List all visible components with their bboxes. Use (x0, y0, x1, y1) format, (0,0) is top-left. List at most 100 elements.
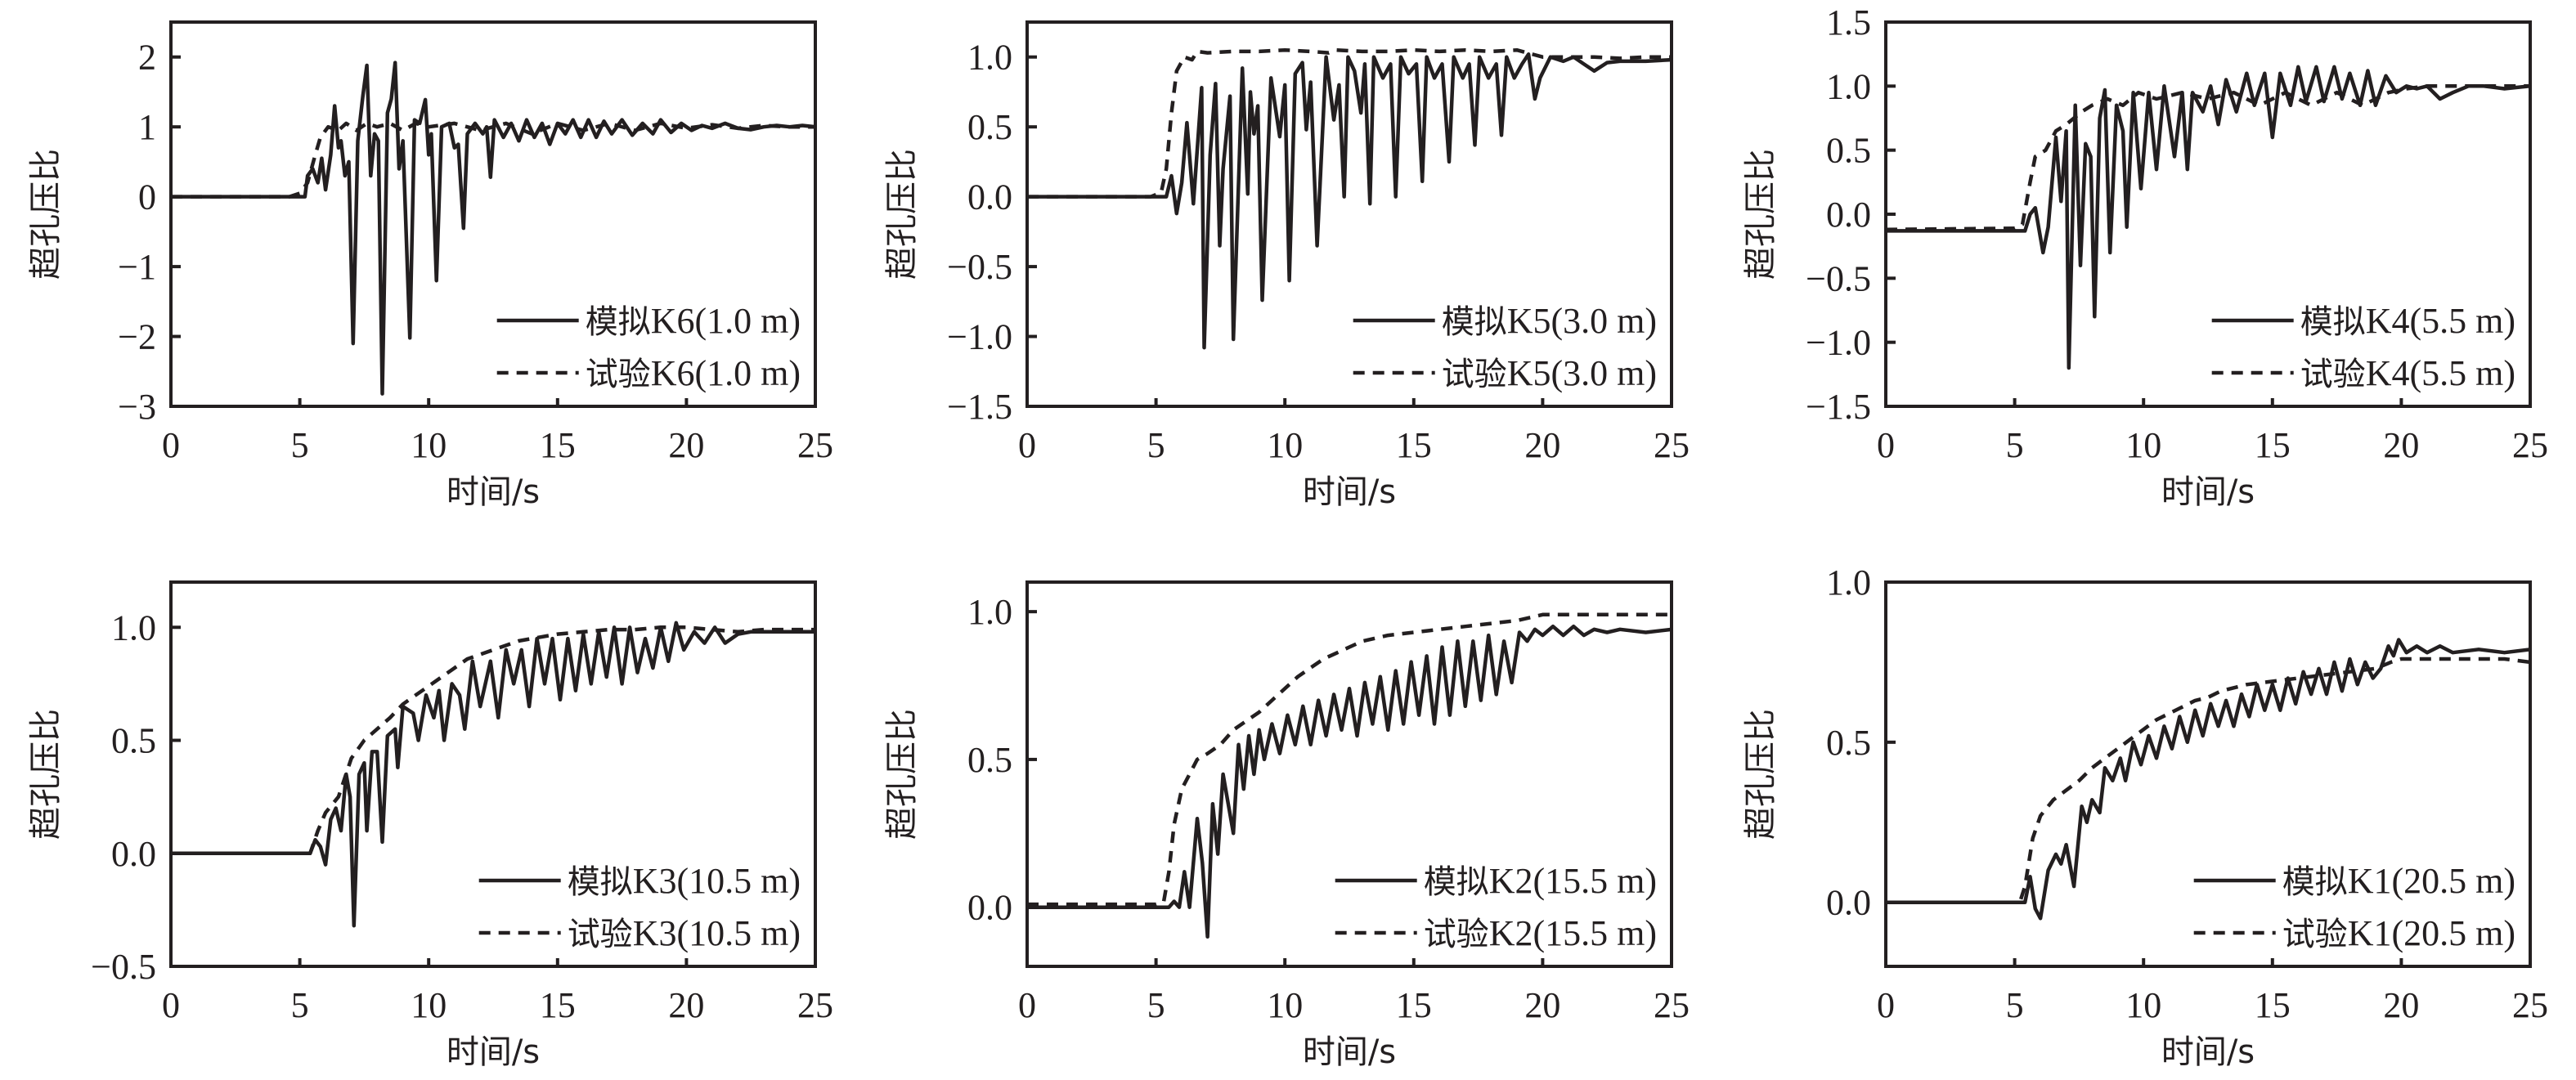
x-tick-label: 10 (2125, 985, 2161, 1025)
x-axis-title: 时间/s (447, 1033, 540, 1071)
x-tick-label: 10 (411, 425, 447, 465)
x-tick-label: 0 (1018, 985, 1036, 1025)
legend-label-suffix: K6(1.0 m) (651, 353, 801, 393)
simulation-series-line (1027, 624, 1672, 939)
axes-frame (1025, 580, 1673, 968)
legend-label-suffix: K1(20.5 m) (2348, 913, 2515, 953)
y-tick-label: −3 (118, 387, 156, 427)
y-tick-label: 0.5 (1826, 131, 1871, 171)
legend-label-prefix: 模拟 (1442, 303, 1507, 341)
subplot-2: 0 5 10 15 20 25 −1.5 −1.0 −0.5 0.0 0.5 1.0 时间/s 超孔压比模… (883, 20, 1690, 511)
legend-label-suffix: K3(10.5 m) (633, 861, 801, 901)
simulation-series-line (171, 621, 815, 928)
legend-label-suffix: K5(3.0 m) (1507, 301, 1657, 341)
legend-label-suffix: K6(1.0 m) (651, 301, 801, 341)
y-tick-label: 0.5 (967, 740, 1012, 780)
legend-label-prefix: 模拟 (1424, 863, 1489, 901)
y-tick-label: −1 (118, 247, 156, 287)
x-tick-label: 10 (411, 985, 447, 1025)
legend-label-suffix: K1(20.5 m) (2348, 861, 2515, 901)
y-axis-title: 超孔压比 (1742, 149, 1779, 280)
x-axis-title: 时间/s (2161, 1033, 2255, 1071)
y-tick-label: −0.5 (91, 947, 156, 987)
x-axis-title: 时间/s (1303, 473, 1396, 511)
x-tick-label: 5 (291, 425, 309, 465)
legend-label: 模拟K4(5.5 m) (2300, 301, 2515, 341)
x-tick-label: 15 (2255, 425, 2291, 465)
axes-frame (1884, 20, 2532, 408)
legend-label-prefix: 模拟 (2282, 863, 2348, 901)
simulation-series-line (1027, 52, 1672, 350)
x-tick-label: 15 (1396, 985, 1432, 1025)
axes-frame (169, 580, 817, 968)
x-axis-title: 时间/s (2161, 473, 2255, 511)
legend-label-prefix: 模拟 (2300, 303, 2366, 341)
x-tick-label: 20 (1524, 985, 1560, 1025)
legend: 模拟K5(3.0 m)试验K5(3.0 m) (1353, 301, 1657, 393)
x-tick-label: 25 (1654, 425, 1690, 465)
y-tick-label: 2 (138, 38, 156, 78)
legend-label: 模拟K1(20.5 m) (2282, 861, 2515, 901)
x-tick-label: 15 (540, 425, 576, 465)
x-tick-label: 5 (2006, 985, 2024, 1025)
experiment-series-line (171, 121, 815, 199)
legend-label-prefix: 试验 (2300, 356, 2366, 393)
legend-label-suffix: K2(15.5 m) (1489, 861, 1657, 901)
legend-label: 试验K5(3.0 m) (1442, 353, 1657, 393)
x-tick-label: 20 (668, 425, 704, 465)
axes-frame (169, 20, 817, 408)
experiment-series-line (1027, 47, 1672, 199)
y-axis-title: 超孔压比 (27, 709, 65, 840)
legend: 模拟K1(20.5 m)试验K1(20.5 m) (2193, 861, 2515, 953)
x-tick-label: 15 (540, 985, 576, 1025)
x-tick-label: 0 (162, 425, 180, 465)
y-tick-label: −0.5 (1806, 258, 1871, 298)
y-tick-label: 0.5 (967, 107, 1012, 147)
y-tick-label: 1.0 (967, 38, 1012, 78)
y-tick-label: −1.5 (947, 387, 1012, 427)
x-tick-label: 0 (162, 985, 180, 1025)
legend-label-prefix: 模拟 (586, 303, 651, 341)
axes-frame (1884, 580, 2532, 968)
legend-label: 模拟K5(3.0 m) (1442, 301, 1657, 341)
legend-label: 试验K6(1.0 m) (586, 353, 801, 393)
y-axis-title: 超孔压比 (883, 709, 921, 840)
y-axis-title: 超孔压比 (883, 149, 921, 280)
y-tick-label: 0.0 (967, 888, 1012, 928)
subplot-3: 0 5 10 15 20 25 −1.5 −1.0 −0.5 0.0 0.5 1.0 1.5 时间/s 超孔… (1742, 2, 2548, 511)
x-tick-label: 10 (1267, 985, 1303, 1025)
y-tick-label: 0.5 (111, 721, 156, 761)
legend-label-suffix: K5(3.0 m) (1507, 353, 1657, 393)
x-tick-label: 5 (2006, 425, 2024, 465)
y-tick-label: 0 (138, 177, 156, 217)
x-tick-label: 25 (1654, 985, 1690, 1025)
y-tick-label: 1 (138, 107, 156, 147)
x-tick-label: 25 (2512, 425, 2548, 465)
experiment-series-line (171, 625, 815, 856)
x-tick-label: 10 (1267, 425, 1303, 465)
y-tick-label: −2 (118, 317, 156, 357)
x-tick-label: 25 (2512, 985, 2548, 1025)
y-tick-label: 1.0 (111, 607, 156, 648)
legend: 模拟K3(10.5 m)试验K3(10.5 m) (478, 861, 801, 953)
simulation-series-line (171, 60, 815, 396)
y-tick-label: 1.5 (1826, 2, 1871, 43)
subplot-4: 0 5 10 15 20 25 −0.5 0.0 0.5 1.0 时间/s 超孔压比模拟K3(10.5… (27, 580, 833, 1071)
legend-label: 试验K3(10.5 m) (568, 913, 801, 953)
simulation-series-line (1886, 638, 2530, 921)
y-tick-label: −1.5 (1806, 387, 1871, 427)
y-tick-label: 1.0 (1826, 66, 1871, 106)
legend-label-suffix: K3(10.5 m) (633, 913, 801, 953)
experiment-series-line (1886, 84, 2530, 232)
legend-label-prefix: 试验 (586, 356, 651, 393)
x-tick-label: 25 (797, 425, 833, 465)
legend-label: 试验K4(5.5 m) (2300, 353, 2515, 393)
legend-label-prefix: 模拟 (568, 863, 633, 901)
legend-label: 模拟K2(15.5 m) (1424, 861, 1657, 901)
legend-label-suffix: K4(5.5 m) (2366, 301, 2515, 341)
legend: 模拟K2(15.5 m)试验K2(15.5 m) (1335, 861, 1657, 953)
legend: 模拟K6(1.0 m)试验K6(1.0 m) (496, 301, 801, 393)
